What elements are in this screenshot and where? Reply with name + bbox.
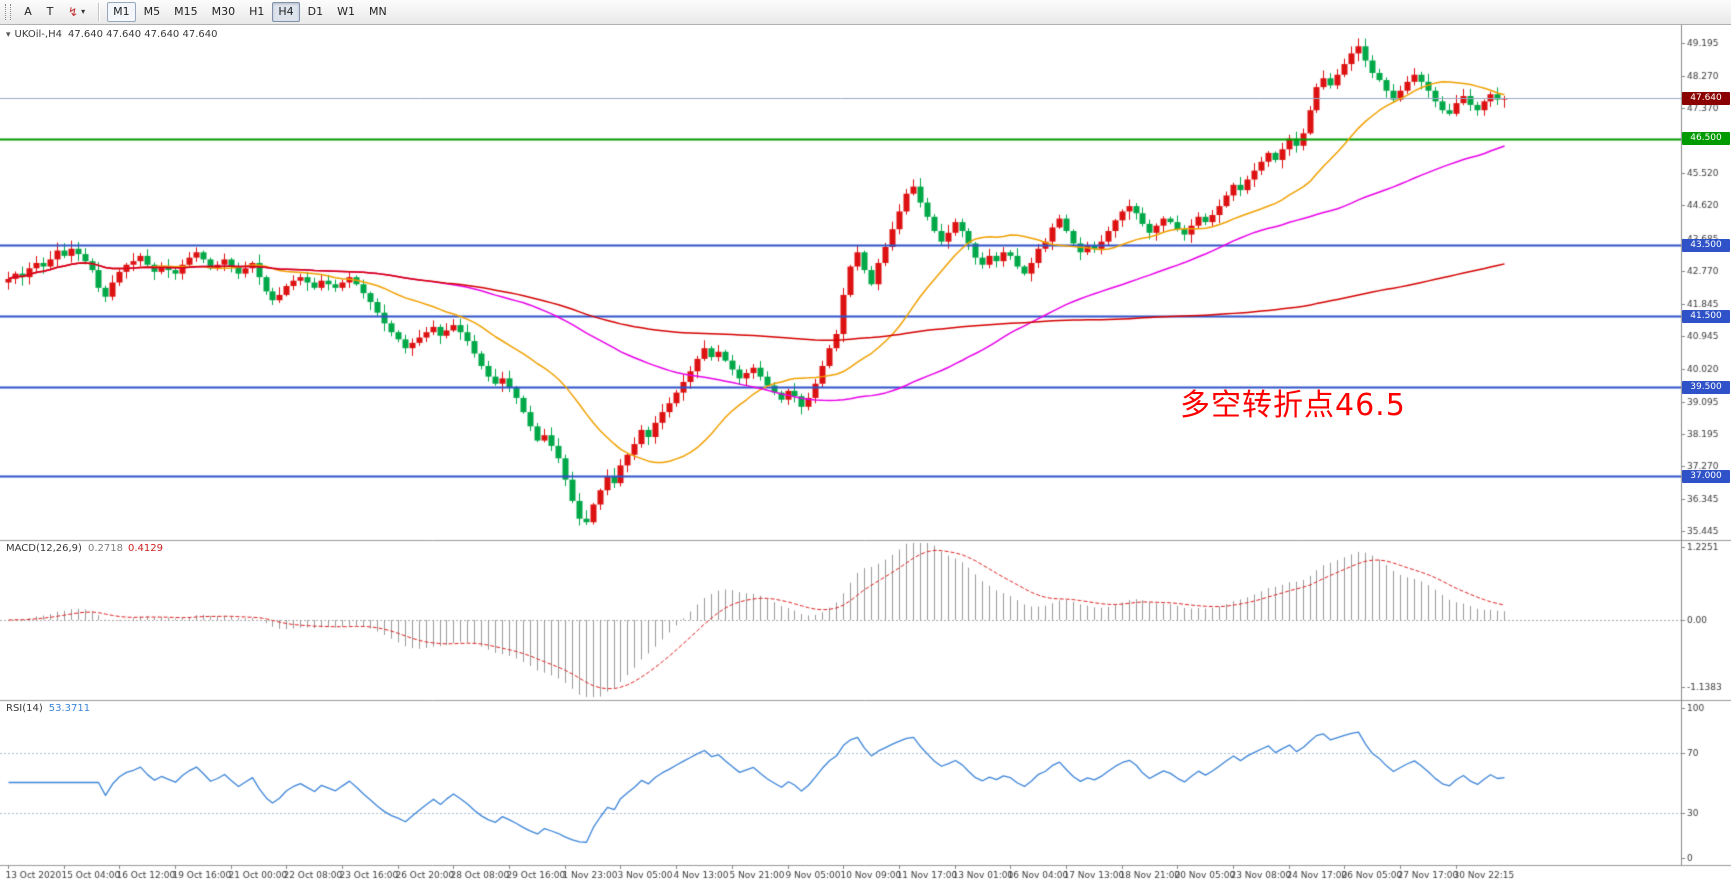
toolbar-grip[interactable]: [5, 4, 11, 20]
timeframe-h1-button[interactable]: H1: [243, 2, 270, 22]
annotation-text[interactable]: 多空转折点46.5: [1180, 388, 1406, 423]
timeframe-h4-button[interactable]: H4: [272, 2, 300, 22]
drawing-tools-dropdown[interactable]: ↯ ▾: [62, 2, 91, 22]
timeframe-w1-button[interactable]: W1: [331, 2, 361, 22]
chart-toolbar: A T ↯ ▾ M1 M5 M15 M30 H1 H4 D1 W1 MN: [0, 0, 1731, 25]
timeframe-m30-button[interactable]: M30: [206, 2, 242, 22]
level-badge-41.500[interactable]: 41.500: [1682, 309, 1730, 323]
timeframe-m5-button[interactable]: M5: [138, 2, 167, 22]
macd-name: MACD(12,26,9): [6, 543, 82, 554]
level-badge-39.500[interactable]: 39.500: [1682, 380, 1730, 394]
zigzag-arrow-icon: ↯: [68, 5, 79, 19]
toolbar-separator: [98, 3, 101, 21]
text-tool-button[interactable]: A: [18, 2, 38, 22]
level-badge-43.500[interactable]: 43.500: [1682, 238, 1730, 252]
level-badge-46.500[interactable]: 46.500: [1682, 132, 1730, 146]
timeframe-m15-button[interactable]: M15: [168, 2, 204, 22]
timeframe-mn-button[interactable]: MN: [363, 2, 393, 22]
rsi-indicator-label: RSI(14) 53.3711: [6, 703, 90, 714]
timeframe-m1-button[interactable]: M1: [107, 2, 136, 22]
label-tool-button[interactable]: T: [40, 2, 60, 22]
price-chart-canvas[interactable]: [0, 25, 1731, 895]
macd-signal-value: 0.4129: [127, 543, 163, 554]
macd-indicator-label: MACD(12,26,9) 0.2718 0.4129: [6, 543, 163, 554]
timeframe-d1-button[interactable]: D1: [302, 2, 329, 22]
macd-main-value: 0.2718: [87, 543, 123, 554]
chart-title: ▾ UKOil-,H4 47.640 47.640 47.640 47.640: [6, 29, 217, 40]
chevron-down-icon: ▾: [81, 7, 86, 16]
level-badge-37.000[interactable]: 37.000: [1682, 469, 1730, 483]
chart-symbol-period: UKOil-,H4: [14, 29, 62, 40]
rsi-name: RSI(14): [6, 703, 43, 714]
chevron-down-icon[interactable]: ▾: [6, 30, 11, 40]
rsi-value: 53.3711: [48, 703, 91, 714]
level-badge-47.640: 47.640: [1682, 91, 1730, 105]
chart-ohlc-values: 47.640 47.640 47.640 47.640: [67, 29, 218, 40]
